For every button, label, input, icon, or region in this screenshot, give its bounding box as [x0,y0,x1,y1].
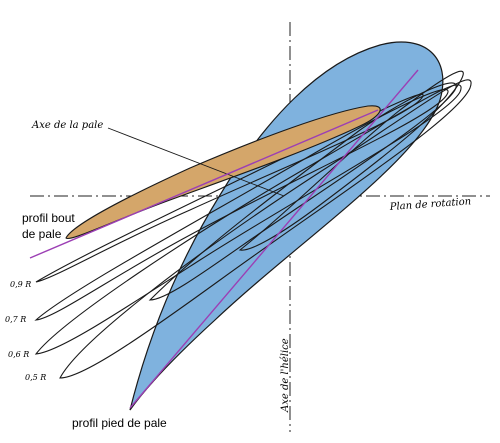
section-label-09R: 0,9 R [10,280,31,289]
section-label-07R: 0,7 R [5,315,26,324]
tip-profile-label-line2: de pale [22,227,62,241]
root-profile-label: profil pied de pale [72,416,167,430]
section-profile-05R [59,79,472,379]
propeller-axis-label: Axe de l'hélice [280,338,291,413]
section-profile-extra-2 [238,70,464,251]
section-profile-09R [35,93,424,283]
section-label-06R: 0,6 R [8,350,29,359]
plane-of-rotation-label: Plan de rotation [388,196,471,213]
blade-axis-leader-line [107,127,285,197]
root-chord-line [129,69,419,409]
tip-chord-line [29,109,379,259]
blade-axis-label: Axe de la pale [31,120,103,131]
section-profiles [34,70,472,379]
tip-profile-label-line1: profil bout [22,211,75,225]
section-profile-07R [34,88,449,321]
section-label-05R: 0,5 R [25,373,46,382]
